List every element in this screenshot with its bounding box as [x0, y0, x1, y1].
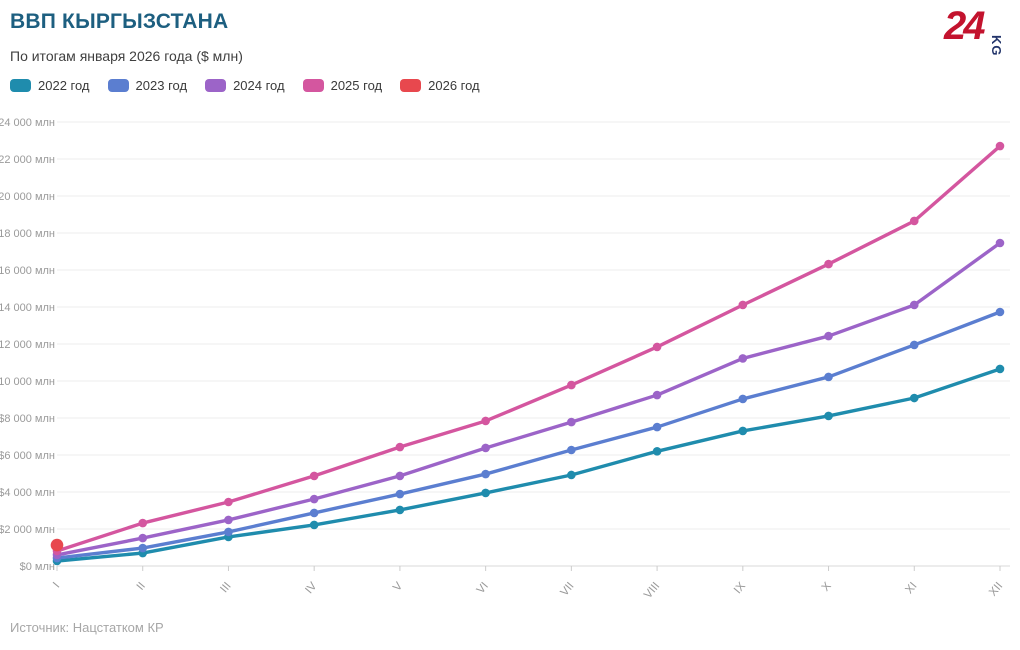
data-point-2023: [224, 527, 233, 537]
x-axis-tick-label: III: [218, 580, 233, 595]
data-point-2022: [309, 520, 319, 530]
data-point-2024: [824, 331, 833, 341]
data-point-2024: [909, 300, 919, 310]
data-point-2022: [567, 470, 576, 480]
logo-24kg: 24 KG: [944, 4, 1010, 57]
data-point-2022: [824, 411, 833, 421]
data-point-2022: [395, 505, 405, 515]
x-axis-tick-label: IX: [732, 580, 748, 596]
legend-item-2026[interactable]: 2026 год: [400, 78, 480, 93]
legend-swatch-2026: [400, 79, 422, 92]
data-point-2024: [395, 471, 405, 481]
y-axis-tick-label: $12 000 млн: [0, 339, 55, 351]
legend-item-2024[interactable]: 2024 год: [205, 78, 285, 93]
data-point-2023: [652, 422, 662, 432]
y-axis-tick-label: $8 000 млн: [0, 413, 55, 425]
data-point-2024: [995, 238, 1005, 248]
data-point-2022: [481, 488, 490, 498]
legend-swatch-2025: [302, 79, 324, 92]
data-point-2024: [138, 533, 148, 543]
data-point-2023: [309, 508, 319, 518]
data-point-2025: [738, 300, 748, 310]
page-title: ВВП КЫРГЫЗСТАНА: [10, 10, 229, 33]
x-axis-tick-label: VII: [558, 580, 576, 598]
data-point-2025: [224, 497, 233, 507]
chart-legend: 2022 год 2023 год 2024 год 2025 год 2026…: [10, 78, 480, 93]
data-point-2022: [652, 447, 662, 456]
series-line-2022: [55, 367, 1002, 563]
data-point-2023: [738, 394, 748, 404]
legend-swatch-2023: [107, 79, 129, 92]
data-point-2023: [481, 469, 490, 479]
legend-item-2025[interactable]: 2025 год: [302, 78, 383, 93]
data-point-2023: [824, 372, 833, 382]
data-point-2026: [50, 538, 64, 552]
legend-swatch-2022: [10, 79, 31, 92]
data-point-2025: [824, 259, 833, 269]
data-point-2024: [224, 515, 233, 525]
y-axis-tick-label: $18 000 млн: [0, 228, 55, 240]
x-axis-tick-label: XI: [903, 580, 919, 596]
data-point-2023: [909, 340, 919, 350]
data-point-2025: [309, 471, 319, 481]
legend-label: 2023 год: [135, 78, 188, 93]
y-axis-tick-label: $22 000 млн: [0, 154, 55, 166]
y-axis-tick-label: $6 000 млн: [0, 450, 55, 462]
data-point-2025: [395, 442, 405, 452]
data-point-2025: [567, 380, 576, 390]
y-axis-tick-label: $4 000 млн: [0, 487, 55, 499]
y-axis-tick-label: $10 000 млн: [0, 376, 55, 388]
data-point-2023: [567, 445, 576, 455]
data-point-2025: [138, 518, 148, 528]
legend-label: 2026 год: [428, 78, 480, 93]
y-axis-tick-label: $0 млн: [20, 561, 55, 573]
series-line-2023: [55, 310, 1002, 560]
legend-label: 2024 год: [233, 78, 285, 93]
data-point-2025: [481, 416, 490, 426]
data-point-2022: [909, 393, 919, 403]
y-axis-tick-label: $24 000 млн: [0, 117, 55, 129]
data-point-2023: [138, 543, 148, 553]
x-axis-tick-label: VI: [475, 580, 491, 596]
x-axis-tick-label: VIII: [642, 580, 662, 601]
y-axis-tick-label: $16 000 млн: [0, 265, 55, 277]
data-point-2025: [909, 216, 919, 226]
data-point-2023: [995, 307, 1005, 317]
series-line-2025: [55, 144, 1002, 553]
data-point-2024: [309, 494, 319, 504]
logo-24-icon: 24: [944, 4, 985, 48]
legend-item-2023[interactable]: 2023 год: [107, 78, 188, 93]
source-note: Источник: Нацстатком КР: [10, 620, 164, 635]
legend-label: 2022 год: [38, 78, 90, 93]
legend-label: 2025 год: [330, 78, 383, 93]
data-point-2022: [995, 364, 1005, 374]
chart-subtitle: По итогам января 2026 года ($ млн): [10, 48, 243, 64]
data-point-2023: [395, 489, 405, 499]
x-axis-tick-label: IV: [303, 580, 319, 596]
x-axis-tick-label: V: [391, 580, 405, 594]
y-axis-tick-label: $14 000 млн: [0, 302, 55, 314]
series-line-2024: [55, 241, 1002, 557]
y-axis-tick-label: $20 000 млн: [0, 191, 55, 203]
legend-swatch-2024: [205, 79, 227, 92]
x-axis-tick-label: X: [820, 580, 834, 594]
data-point-2025: [652, 342, 662, 352]
data-point-2022: [738, 426, 748, 436]
data-point-2024: [738, 354, 748, 363]
x-axis-tick-label: II: [135, 580, 148, 593]
y-axis-tick-label: $2 000 млн: [0, 524, 55, 536]
x-axis-tick-label: XII: [987, 580, 1005, 598]
data-point-2024: [567, 417, 576, 427]
data-point-2025: [995, 141, 1005, 151]
data-point-2024: [481, 443, 490, 453]
x-axis-tick-label: I: [51, 580, 62, 590]
legend-item-2022[interactable]: 2022 год: [10, 78, 90, 93]
data-point-2024: [652, 390, 662, 400]
